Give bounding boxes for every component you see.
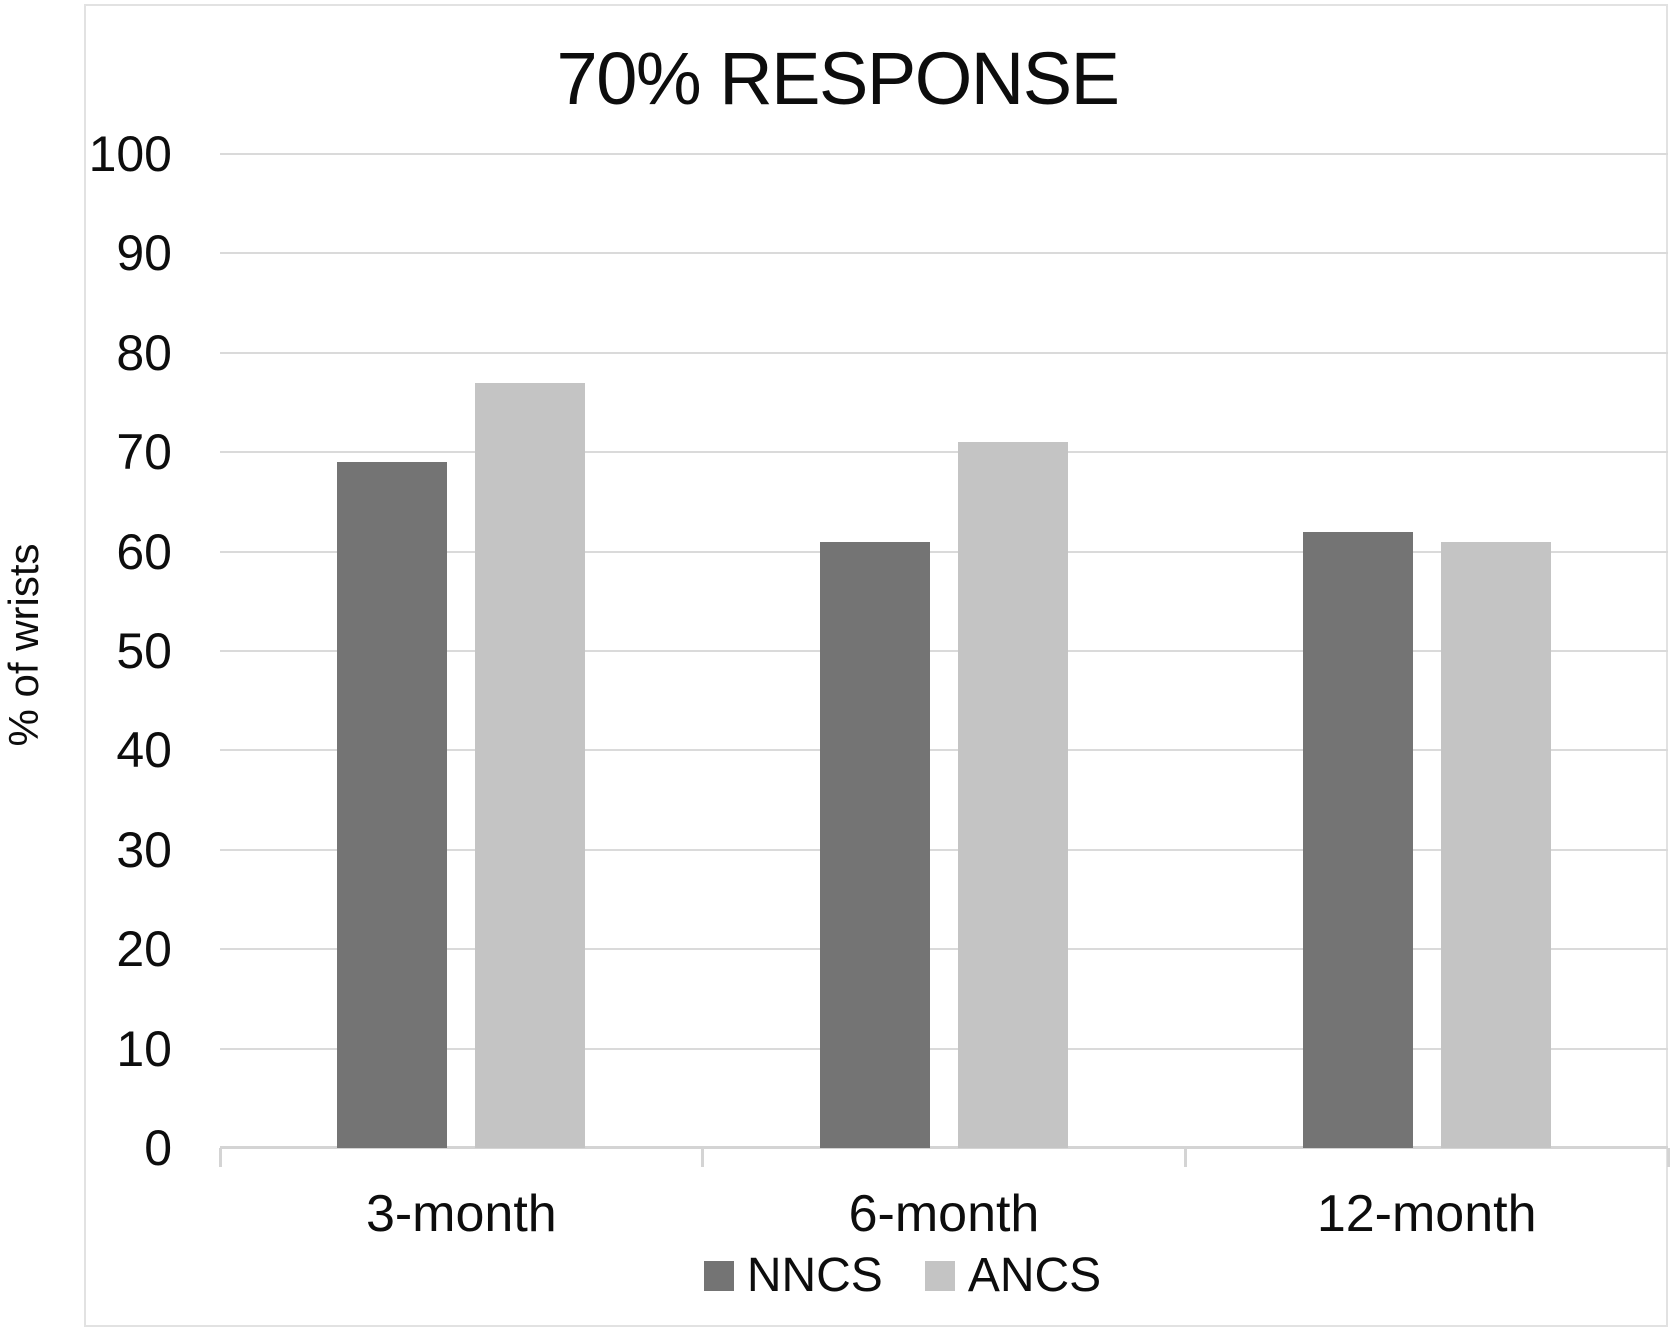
y-tick-label-100: 100 (88, 126, 172, 182)
y-tick-label-80: 80 (116, 324, 172, 381)
bar-ancs-3-month (475, 383, 586, 1148)
plot-area (220, 153, 1668, 1149)
legend-item-ancs: ANCS (924, 1249, 1102, 1302)
chart-frame (84, 4, 1668, 1327)
legend: NNCS ANCS (65, 1252, 1675, 1300)
x-label-12-month: 12-month (1316, 1185, 1537, 1243)
y-tick-label-60: 60 (116, 523, 172, 580)
bar-nncs-6-month (820, 542, 930, 1148)
legend-label-nncs: NNCS (746, 1249, 883, 1302)
y-tick-label-10: 10 (116, 1020, 172, 1077)
bar-nncs-3-month (337, 462, 448, 1148)
legend-swatch-nncs (703, 1261, 734, 1291)
gridline-90 (220, 252, 1668, 255)
gridline-10 (220, 1047, 1668, 1050)
bar-nncs-12-month (1302, 532, 1413, 1148)
gridline-70 (220, 451, 1668, 454)
x-axis-line (220, 1146, 1668, 1149)
gridline-30 (220, 848, 1668, 851)
y-tick-label-90: 90 (116, 225, 172, 282)
legend-swatch-ancs (924, 1261, 955, 1291)
x-axis-tick (1666, 1148, 1670, 1167)
chart-title: 70% RESPONSE (556, 37, 1120, 120)
legend-item-nncs: NNCS (703, 1249, 883, 1302)
x-axis-tick (218, 1148, 222, 1167)
y-tick-label-40: 40 (116, 722, 172, 779)
y-tick-label-70: 70 (116, 424, 172, 481)
gridline-60 (220, 550, 1668, 553)
gridline-100 (220, 153, 1668, 155)
gridline-40 (220, 749, 1668, 752)
legend-label-ancs: ANCS (967, 1249, 1102, 1302)
x-axis-tick (1183, 1148, 1187, 1167)
gridline-20 (220, 948, 1668, 951)
x-label-3-month: 3-month (365, 1185, 557, 1243)
gridline-80 (220, 351, 1668, 354)
x-axis-tick (701, 1148, 705, 1167)
x-label-6-month: 6-month (848, 1185, 1040, 1243)
gridline-50 (220, 650, 1668, 652)
bar-ancs-12-month (1440, 542, 1551, 1148)
y-tick-label-0: 0 (144, 1120, 172, 1176)
y-tick-label-30: 30 (116, 821, 172, 878)
bar-ancs-6-month (958, 442, 1068, 1148)
y-tick-label-20: 20 (116, 921, 172, 978)
y-tick-label-50: 50 (116, 623, 172, 679)
